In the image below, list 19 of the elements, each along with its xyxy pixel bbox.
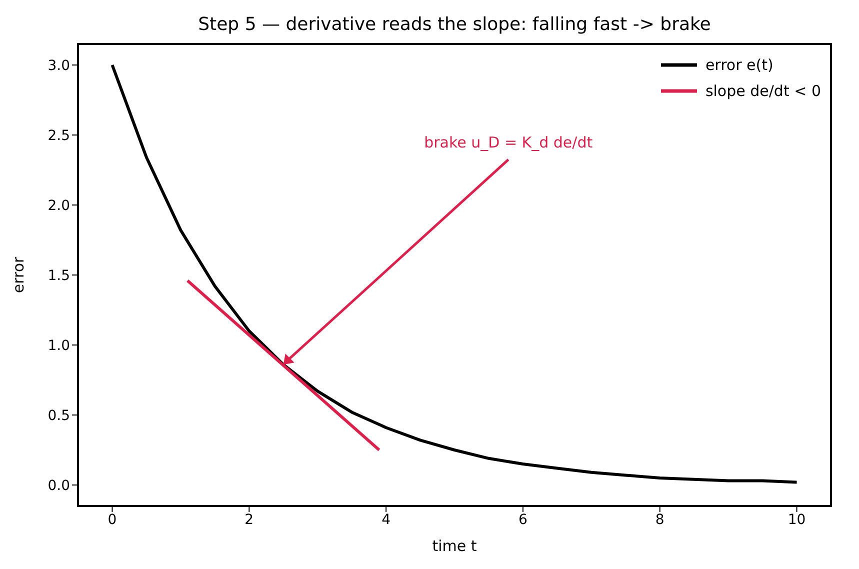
x-tick-label: 10: [788, 512, 806, 528]
y-tick-label: 2.5: [48, 128, 70, 144]
x-tick-label: 4: [382, 512, 391, 528]
annotation: brake u_D = K_d de/dt: [424, 134, 593, 152]
x-tick-label: 6: [518, 512, 528, 528]
y-tick-label: 3.0: [48, 58, 70, 74]
legend-label: error e(t): [705, 56, 774, 74]
legend-label: slope de/dt < 0: [705, 82, 821, 100]
x-tick-label: 0: [108, 512, 117, 528]
y-tick-label: 0.5: [48, 408, 70, 424]
y-tick-label: 0.0: [48, 478, 70, 494]
y-tick-label: 1.5: [48, 268, 70, 284]
x-tick-label: 2: [244, 512, 254, 528]
x-axis-title: time t: [432, 537, 477, 555]
y-axis-title: error: [9, 256, 28, 294]
x-tick-label: 8: [655, 512, 664, 528]
y-tick-label: 2.0: [48, 198, 70, 214]
chart-title: Step 5 — derivative reads the slope: falling fast -> brake: [197, 14, 712, 35]
y-tick-label: 1.0: [48, 338, 70, 354]
